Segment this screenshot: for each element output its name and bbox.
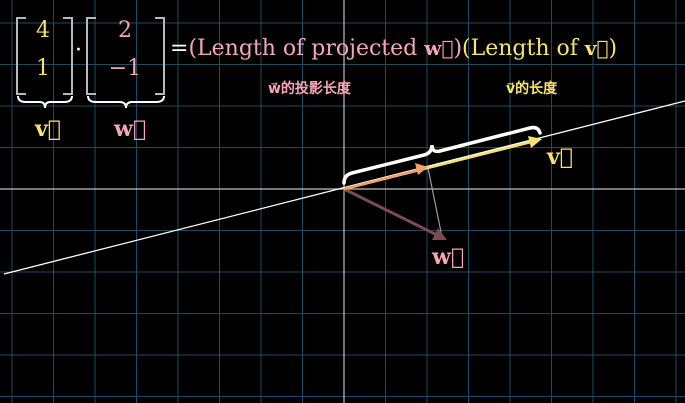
w-brace-label: w⃗ (114, 116, 147, 142)
w-vector-label: w⃗ (432, 244, 465, 270)
w-vector-head (432, 228, 447, 240)
v-matrix-right-bracket (63, 17, 73, 95)
v-entry-1: 4 (36, 18, 50, 43)
projected-w-head (415, 163, 428, 175)
length-brace (342, 125, 542, 185)
v-matrix-left-bracket (16, 17, 26, 95)
w-symbol: w⃗ (424, 36, 454, 60)
v-symbol: v⃗ (584, 36, 609, 60)
w-matrix-left-bracket (86, 17, 96, 95)
v-brace-label: v⃗ (35, 116, 61, 142)
w-underbrace (87, 95, 165, 109)
v-entry-2: 1 (36, 56, 50, 81)
v-length-caption: v⃗的长度 (506, 81, 558, 97)
w-projection-length-caption: w⃗的投影长度 (268, 81, 351, 97)
projected-w-vector (343, 168, 419, 191)
v-underbrace (17, 95, 73, 109)
w-matrix-right-bracket (155, 17, 165, 95)
w-entry-2: −1 (108, 56, 142, 81)
close-paren-2: ) (608, 36, 618, 61)
dot-operator: · (75, 38, 82, 63)
paren-text-1: (Length of projected (188, 36, 425, 61)
equals-sign: = (170, 36, 189, 61)
w-vector (343, 187, 438, 237)
v-vector-label: v⃗ (547, 144, 573, 170)
paren-text-2: (Length of (462, 36, 585, 61)
projection-dashed (427, 167, 443, 238)
span-line-of-v (3, 100, 685, 275)
v-vector-head (528, 136, 542, 148)
equation-rhs: =(Length of projected w⃗)(Length of v⃗) (170, 36, 617, 61)
close-paren-1: ) (453, 36, 463, 61)
w-entry-1: 2 (118, 18, 132, 43)
